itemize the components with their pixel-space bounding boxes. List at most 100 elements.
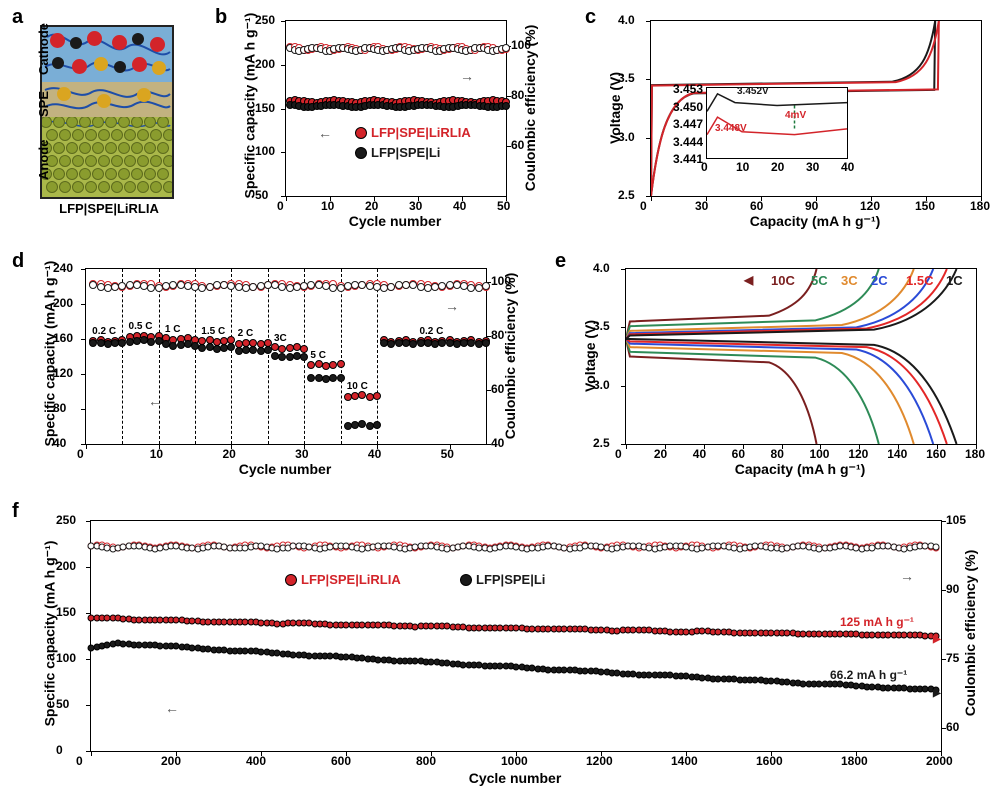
tick-label: 3.0 [618,130,635,144]
tick-label: 180 [965,447,985,461]
left-arrow-b: ← [318,125,332,141]
panel-c-plotbox: 3.452V 3.448V 4mV 3.4413.4443.4473.4503.… [650,20,982,197]
rate-divider [231,269,232,444]
panel-d-ylabel: Specific capacity (mA h g⁻¹) [42,267,59,447]
tick-label: 140 [887,447,907,461]
tick-mark [281,196,286,197]
panel-c-ylabel: Voltage (V) [607,33,623,183]
tick-label: 0 [76,754,83,768]
tick-mark [81,269,86,270]
side-label-anode: Anode [36,140,51,180]
tick-label: 50 [497,199,510,213]
data-point [373,392,381,400]
tick-label: 600 [331,754,351,768]
tick-label: 1600 [756,754,783,768]
tick-label: 10 [736,160,749,174]
tick-mark [86,705,91,706]
li-grain [144,142,156,154]
figure-root: a b c d e f [0,0,1006,809]
panel-d-plotbox: 0.2 C0.5 C1 C1.5 C2 C3C5 C10 C0.2 C [85,268,487,445]
li-grain [79,142,91,154]
li-grain [124,155,136,167]
tick-label: 100 [255,144,275,158]
tick-label: 60 [491,382,504,396]
panel-e-svg [626,269,976,444]
tick-label: 120 [848,447,868,461]
tick-label: 3.447 [673,117,703,131]
li-grain [144,168,156,180]
li-grain [137,155,149,167]
li-grain [98,181,110,193]
li-grain [150,181,162,193]
tick-mark [646,21,651,22]
tick-mark [646,79,651,80]
tick-label: 150 [56,605,76,619]
panel-f-legend-red: LFP|SPE|LiRLIA [285,572,401,587]
tick-label: 150 [255,101,275,115]
li-grain [72,155,84,167]
tick-label: 75 [946,651,959,665]
rate-label: 2 C [238,328,254,339]
tick-label: 200 [53,296,73,310]
panel-f-plotbox: ▶▶ [90,520,942,752]
tick-mark [281,109,286,110]
tick-mark [646,138,651,139]
tick-label: 250 [56,513,76,527]
arrow-icon: ◀ [744,273,753,287]
li-grain [59,181,71,193]
li-grain [53,142,65,154]
li-grain [131,142,143,154]
panel-e-xlabel: Capacity (mA h g⁻¹) [625,461,975,478]
panel-a-caption: LFP|SPE|LiRLIA [34,201,184,216]
tick-mark [86,751,91,752]
tick-label: 105 [946,513,966,527]
panel-f-chart: ▶▶ Specific capacity (mA h g⁻¹) Coulombi… [30,510,990,800]
tick-label: 80 [511,88,524,102]
tick-label: 30 [295,447,308,461]
rate-label: 0.2 C [419,326,443,337]
tick-label: 100 [56,651,76,665]
li-grain [157,142,169,154]
inset-label-1: 3.452V [737,86,769,97]
data-point [300,345,308,353]
tick-mark [621,269,626,270]
arrow-icon: ▶ [933,688,941,699]
rate-divider [341,269,342,444]
panel-f-annot-red: 125 mA h g⁻¹ [840,615,914,629]
left-arrow-d: ← [148,393,162,409]
rate-label: 0.2 C [92,326,116,337]
panel-b-chart: Specific capacity (mA h g⁻¹) Coulombic e… [230,10,550,235]
li-grain [66,168,78,180]
tick-label: 1800 [841,754,868,768]
tick-label: 0 [56,743,63,757]
tick-label: 30 [409,199,422,213]
tick-mark [281,152,286,153]
panel-f-annot-black: 66.2 mA h g⁻¹ [830,668,907,682]
tick-mark [81,409,86,410]
li-grain [163,129,172,141]
rate-divider [159,269,160,444]
tick-label: 0 [277,199,284,213]
data-point [482,339,490,347]
li-grain [66,142,78,154]
tick-label: 800 [416,754,436,768]
panel-d-chart: 0.2 C0.5 C1 C1.5 C2 C3C5 C10 C0.2 C Spec… [30,258,540,483]
li-grain [85,129,97,141]
tick-label: 150 [915,199,935,213]
li-grain [118,168,130,180]
tick-label: 40 [841,160,854,174]
panel-d-xlabel: Cycle number [85,461,485,477]
panel-a-schematic: Cathode SPE Anode LFP|SPE|LiRLIA [40,25,174,199]
panel-d-y2label: Coulombic efficiency (%) [502,266,518,446]
tick-label: 40 [53,436,66,450]
panel-label-f: f [12,500,19,523]
tick-label: 3.0 [593,378,610,392]
tick-label: 50 [255,188,268,202]
panel-label-b: b [215,6,227,29]
right-arrow-f: → [900,568,914,584]
tick-label: 2.5 [593,436,610,450]
tick-label: 10 [150,447,163,461]
rate-label: 0.5 C [129,321,153,332]
tick-mark [651,196,652,201]
tick-label: 3.444 [673,135,703,149]
